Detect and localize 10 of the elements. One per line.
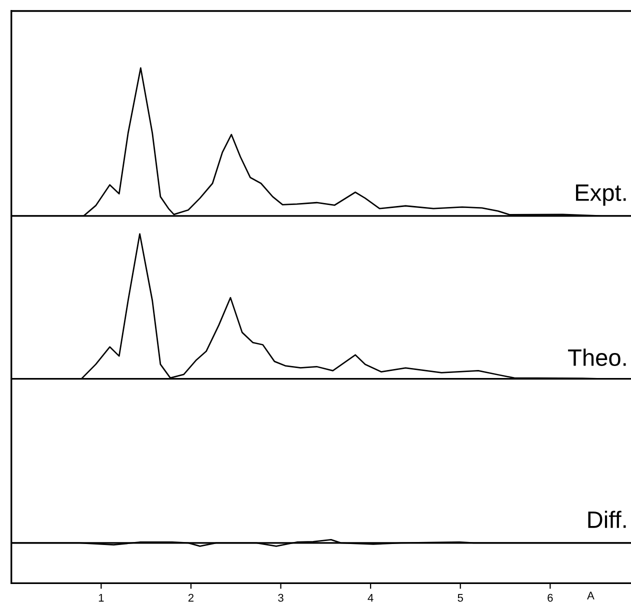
x-tick-label: 3 bbox=[278, 594, 284, 602]
x-axis-title: A bbox=[587, 592, 594, 600]
series-label: Expt. bbox=[576, 184, 626, 206]
series-label: Theo. bbox=[568, 348, 626, 366]
series-label: Diff. bbox=[588, 510, 626, 528]
x-tick-label: 2 bbox=[188, 594, 194, 602]
x-tick-label: 1 bbox=[98, 594, 104, 602]
x-tick-label: 6 bbox=[548, 594, 553, 602]
x-tick-label: 5 bbox=[458, 594, 463, 602]
x-tick-label: 4 bbox=[368, 594, 374, 602]
